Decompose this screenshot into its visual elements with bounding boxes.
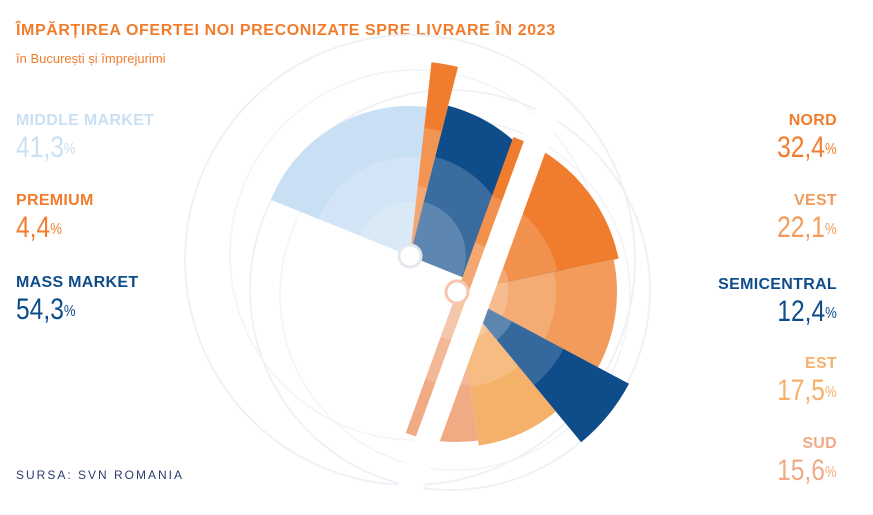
legend-item-nord: NORD 32,4% bbox=[764, 112, 837, 164]
legend-value: 17,5% bbox=[777, 374, 837, 407]
legend-item-middle-market: MIDDLE MARKET 41,3% bbox=[16, 112, 154, 164]
legend-item-premium: PREMIUM 4,4% bbox=[16, 192, 94, 244]
legend-label: NORD bbox=[788, 112, 837, 129]
legend-label: VEST bbox=[794, 192, 837, 209]
legend-value: 4,4% bbox=[16, 211, 62, 244]
legend-item-est: EST 17,5% bbox=[764, 355, 837, 407]
source-note: SURSA: SVN ROMANIA bbox=[16, 468, 185, 482]
segment-premium bbox=[410, 62, 458, 257]
legend-value: 22,1% bbox=[777, 211, 837, 244]
chart-subtitle: în București și împrejurimi bbox=[16, 51, 166, 66]
segment-middle-market bbox=[270, 105, 427, 256]
legend-value: 54,3% bbox=[16, 293, 76, 326]
legend-label: PREMIUM bbox=[16, 192, 94, 209]
segment-vest bbox=[457, 259, 618, 368]
legend-item-semicentral: SEMICENTRAL 12,4% bbox=[718, 276, 837, 328]
segment-premium-ring-mid bbox=[410, 128, 442, 256]
diagonal-divider bbox=[388, 105, 560, 515]
legend-value: 12,4% bbox=[777, 295, 837, 328]
legend-item-mass-market: MASS MARKET 54,3% bbox=[16, 274, 138, 326]
segment-semicentral bbox=[457, 292, 629, 443]
legend-label: MASS MARKET bbox=[16, 274, 139, 291]
legend-label: SEMICENTRAL bbox=[718, 276, 837, 293]
legend-label: EST bbox=[804, 355, 837, 372]
right-chart-hub bbox=[444, 279, 470, 305]
segment-premium-ring-inner bbox=[410, 186, 428, 256]
legend-item-vest: VEST 22,1% bbox=[764, 192, 837, 244]
legend-label: SUD bbox=[802, 435, 837, 452]
legend-value: 15,6% bbox=[777, 454, 837, 487]
legend-value: 32,4% bbox=[777, 131, 837, 164]
legend-value: 41,3% bbox=[16, 131, 76, 164]
legend-label: MIDDLE MARKET bbox=[16, 112, 155, 129]
segment-middle-market-ring-inner bbox=[359, 201, 416, 256]
legend-item-sud: SUD 15,6% bbox=[764, 435, 837, 487]
segment-mass-market-ring-inner bbox=[410, 201, 466, 277]
left-chart-hub bbox=[397, 243, 423, 269]
segment-est bbox=[457, 292, 556, 446]
segment-middle-market-ring-mid bbox=[318, 156, 421, 256]
